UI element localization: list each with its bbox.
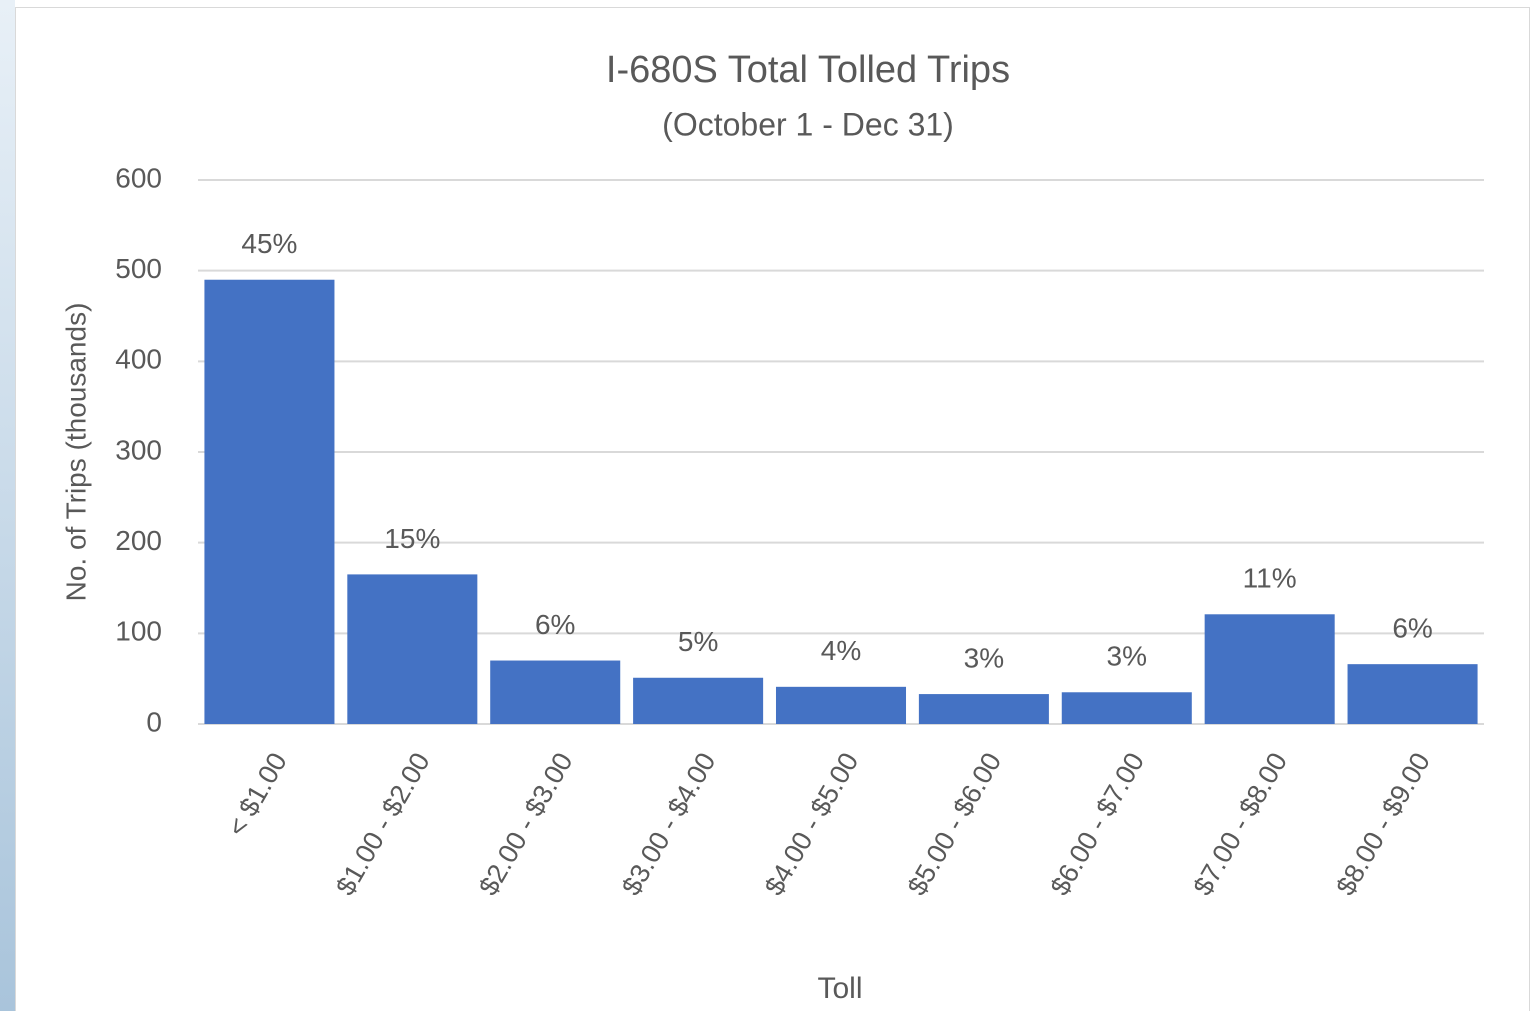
bar (347, 574, 478, 724)
chart-title: I-680S Total Tolled Trips (606, 49, 1010, 91)
bar (1347, 664, 1478, 724)
bar-label: 4% (821, 635, 861, 666)
y-tick-label: 400 (115, 344, 162, 375)
bar-label: 15% (384, 523, 440, 554)
bar (918, 694, 1049, 724)
bar-label: 3% (1107, 641, 1147, 672)
chart-subtitle: (October 1 - Dec 31) (662, 106, 954, 142)
bar (204, 279, 335, 724)
bar-label: 3% (964, 642, 1004, 673)
bar-label: 6% (1392, 613, 1432, 644)
y-tick-label: 0 (146, 706, 162, 737)
bar (775, 686, 907, 724)
bar (1204, 614, 1335, 724)
window-edge (0, 0, 15, 1011)
y-tick-label: 600 (115, 162, 162, 193)
y-tick-label: 500 (115, 253, 162, 284)
y-tick-label: 100 (115, 616, 162, 647)
bar-label: 6% (535, 609, 575, 640)
x-axis-title: Toll (817, 972, 862, 1005)
y-tick-label: 300 (115, 434, 162, 465)
bar-label: 5% (678, 626, 718, 657)
bar-label: 45% (241, 228, 297, 259)
bar (490, 660, 621, 724)
bar-label: 11% (1243, 563, 1297, 594)
bar (1061, 692, 1192, 724)
y-axis-title: No. of Trips (thousands) (60, 303, 91, 602)
y-tick-label: 200 (115, 525, 162, 556)
bar (633, 677, 764, 724)
